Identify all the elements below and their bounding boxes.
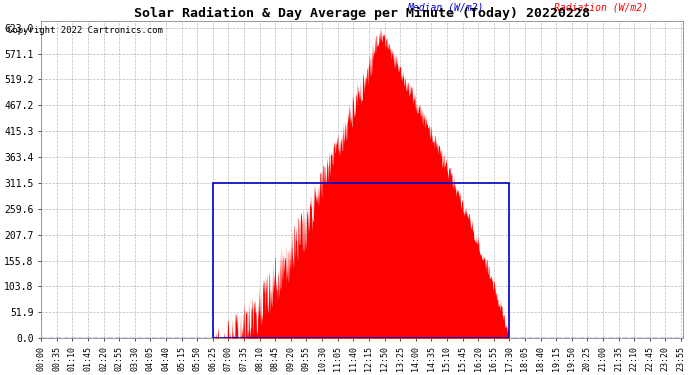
Text: Median (W/m2): Median (W/m2) bbox=[407, 3, 483, 12]
Text: Radiation (W/m2): Radiation (W/m2) bbox=[555, 3, 649, 12]
Title: Solar Radiation & Day Average per Minute (Today) 20220228: Solar Radiation & Day Average per Minute… bbox=[134, 7, 590, 20]
Bar bbox=[213, 183, 509, 338]
Text: Copyright 2022 Cartronics.com: Copyright 2022 Cartronics.com bbox=[7, 26, 163, 35]
